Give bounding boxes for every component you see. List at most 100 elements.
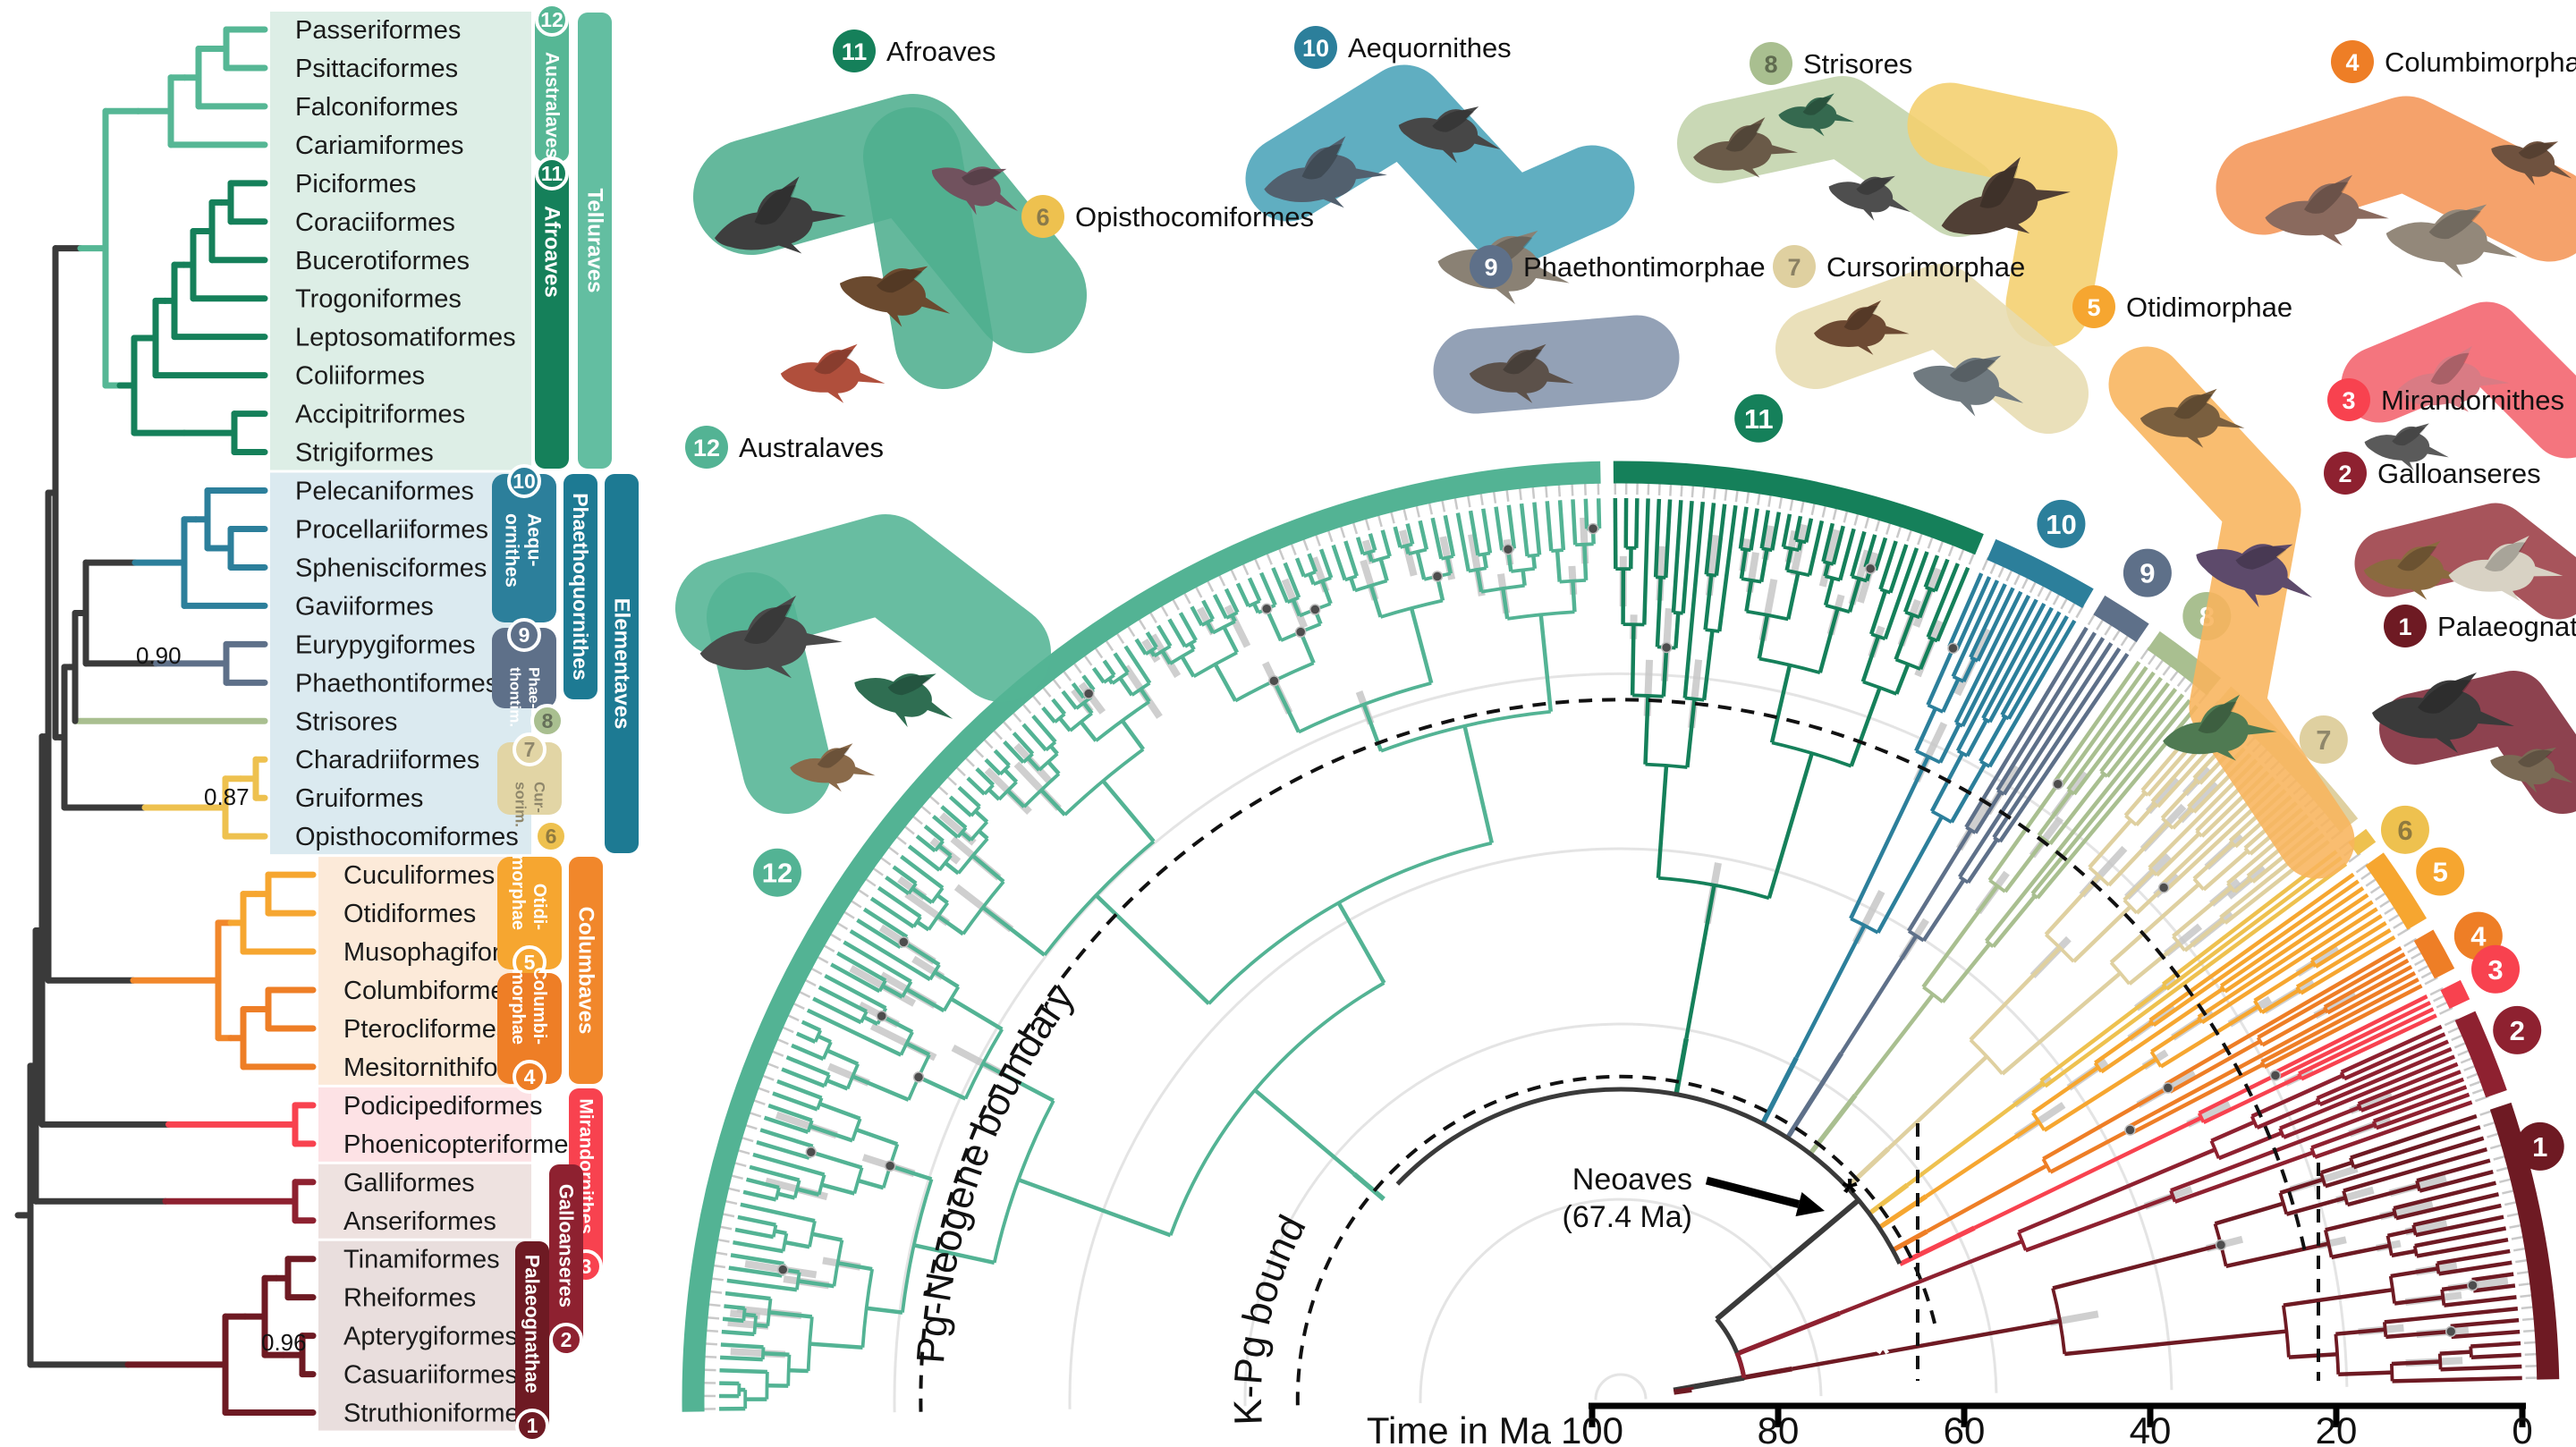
rim-badge-number-4: 4 <box>2470 921 2487 952</box>
afroaves-bar: Afroaves 11 <box>535 157 569 469</box>
aequornithes-number-badge <box>1294 26 1337 69</box>
phaethontimorphae-name-label: Phaethontimorphae <box>1523 251 1766 283</box>
order-label-piciformes: Piciformes <box>295 170 416 199</box>
afroaves-bird-illustration-3 <box>780 343 886 403</box>
order-label-gaviiformes: Gaviiformes <box>295 592 434 621</box>
mirandornithes-number: 3 <box>2342 387 2355 414</box>
bird-illustrations: 11 Afroaves 10 Aequornithes 8 Strisores 4 Colum… <box>675 26 2576 879</box>
order-label-passeriformes: Passeriformes <box>295 16 461 45</box>
telluraves-bar: Telluraves <box>578 13 612 469</box>
galloanseres-number: 2 <box>2338 461 2351 487</box>
illustration-strisores: 8 Strisores <box>1677 42 1999 237</box>
order-group-tint-3 <box>318 1087 531 1162</box>
columbimorphae-name-label: Columbimorphae <box>2385 47 2576 78</box>
australaves-bar-number: 12 <box>540 8 564 31</box>
support-value-0.96: 0.96 <box>261 1329 307 1356</box>
order-label-sphenisciformes: Sphenisciformes <box>295 554 487 582</box>
order-label-falconiformes: Falconiformes <box>295 93 458 122</box>
afroaves-name-label: Afroaves <box>886 36 996 67</box>
galloanseres-bar-label: Galloanseres <box>555 1184 578 1307</box>
otidimorphae-bar-number: 5 <box>524 951 536 974</box>
rim-badge-number-5: 5 <box>2433 857 2448 888</box>
annotations: Neoaves (67.4 Ma) ** <box>1563 1163 1892 1375</box>
australaves-number-badge <box>685 426 728 469</box>
strisores-badge: 8 <box>530 704 564 738</box>
order-label-otidiformes: Otidiformes <box>343 900 476 928</box>
aequornithes-bar-number: 10 <box>513 470 536 493</box>
order-label-coraciiformes: Coraciiformes <box>295 208 455 237</box>
order-label-trogoniformes: Trogoniformes <box>295 285 462 314</box>
order-label-struthioniformes: Struthioniformes <box>343 1400 532 1428</box>
order-label-accipitriformes: Accipitriformes <box>295 401 465 429</box>
afroaves-number: 11 <box>842 38 868 65</box>
cursorimorphae-name-label: Cursorimorphae <box>1826 251 2025 283</box>
columbimorphae-bar-number: 4 <box>524 1065 536 1088</box>
order-label-pelecaniformes: Pelecaniformes <box>295 478 474 506</box>
otidimorphae-paint-swash <box>2108 346 2355 879</box>
order-label-charadriiformes: Charadriiformes <box>295 746 479 774</box>
galloanseres-number-badge <box>2324 452 2367 495</box>
mirandornithes-number-badge <box>2327 378 2370 421</box>
otidimorphae-number-badge <box>2072 285 2115 328</box>
aequornithes-name-label: Aequornithes <box>1348 32 1512 63</box>
cursorimorphae-number: 7 <box>1787 254 1801 281</box>
order-labels: Passeriformes Psittaciformes Falconiformes… <box>295 16 581 1428</box>
palaeognathae-name-label: Palaeognathae <box>2437 611 2576 642</box>
opisthocomiformes-name-label: Opisthocomiformes <box>1075 201 1314 233</box>
galloanseres-bar-number: 2 <box>561 1328 572 1351</box>
rim-badge-11: 11 <box>1734 393 1784 443</box>
cursorimorphae-bar-label: sorim. <box>513 782 530 827</box>
columbimorphae-bar-label: Columbi- <box>530 967 549 1045</box>
order-label-anseriformes: Anseriformes <box>343 1207 496 1236</box>
aequornithes-bar: Aequ-ornithes 10 <box>492 464 556 622</box>
afroaves-number-badge <box>833 30 876 72</box>
order-label-phaethontiformes: Phaethontiformes <box>295 669 498 698</box>
time-axis: Time in Ma 100 80 60 40 20 0 <box>1367 1402 2533 1447</box>
phaethontimorphae-bar-label: Phae- <box>526 667 543 708</box>
mirandornithes-paint-swash <box>2341 301 2576 459</box>
illustration-cursorimorphae: 7 Cursorimorphae <box>1773 245 2089 434</box>
columbimorphae-bar-label: morphae <box>508 969 528 1045</box>
order-label-casuariiformes: Casuariiformes <box>343 1361 518 1390</box>
afroaves-bar-label: Afroaves <box>540 206 564 298</box>
aequornithes-bar-label: Aequ- <box>524 513 545 567</box>
rim-badge-number-2: 2 <box>2510 1015 2525 1046</box>
axis-tick-100: 100 <box>1561 1409 1623 1447</box>
palaeognathae-number-badge <box>2384 605 2427 647</box>
rim-badge-10: 10 <box>2037 499 2086 548</box>
axis-tick-40: 40 <box>2130 1409 2172 1447</box>
asterisk-marks: ** <box>1842 1171 1891 1375</box>
order-label-phoenicopteriformes: Phoenicopteriformes <box>343 1130 581 1159</box>
support-value-0.87: 0.87 <box>204 783 250 810</box>
order-group-tints <box>270 12 531 1431</box>
phaethontimorphae-bar: Phae-thontim. 9 <box>492 618 556 727</box>
order-group-tint-4 <box>318 1164 531 1239</box>
australaves-number: 12 <box>693 435 720 461</box>
illustration-otidimorphae: 5 Otidimorphae <box>2072 285 2355 879</box>
order-label-galliformes: Galliformes <box>343 1169 475 1197</box>
rim-badge-number-3: 3 <box>2487 954 2503 986</box>
rim-badge-number-10: 10 <box>2046 509 2076 540</box>
illustration-afroaves: 11 Afroaves <box>693 30 1087 403</box>
fossil-calibration-dots <box>777 522 2479 1338</box>
elementaves-bar-label: Elementaves <box>610 598 634 730</box>
columbaves-bar: Columbaves <box>569 857 603 1084</box>
time-axis-ticks: 100 80 60 40 20 0 <box>1561 1402 2533 1447</box>
aequornithes-bar-label: ornithes <box>502 513 522 588</box>
time-axis-title: Time in Ma <box>1367 1409 1552 1447</box>
australaves-name-label: Australaves <box>739 432 884 463</box>
rim-badge-number-6: 6 <box>2397 815 2412 846</box>
rim-badge-number-9: 9 <box>2140 558 2155 589</box>
illustration-aequornithes: 10 Aequornithes <box>1245 26 1635 309</box>
rim-badge-2: 2 <box>2493 1005 2542 1054</box>
asterisk-mark-0: * <box>1842 1171 1858 1214</box>
clade-bars: Australaves12TelluravesAfroaves11Aequ-or… <box>492 3 639 1443</box>
axis-tick-0: 0 <box>2512 1409 2532 1447</box>
palaeognathae-bar: Palaeognathae 1 <box>515 1241 549 1443</box>
rim-badge-number-12: 12 <box>762 858 792 889</box>
aequornithes-number: 10 <box>1302 35 1329 62</box>
illustration-palaeognathae: 1 Palaeognathae <box>2372 605 2576 814</box>
opisthocomiformes-badge: 6 <box>534 819 568 853</box>
